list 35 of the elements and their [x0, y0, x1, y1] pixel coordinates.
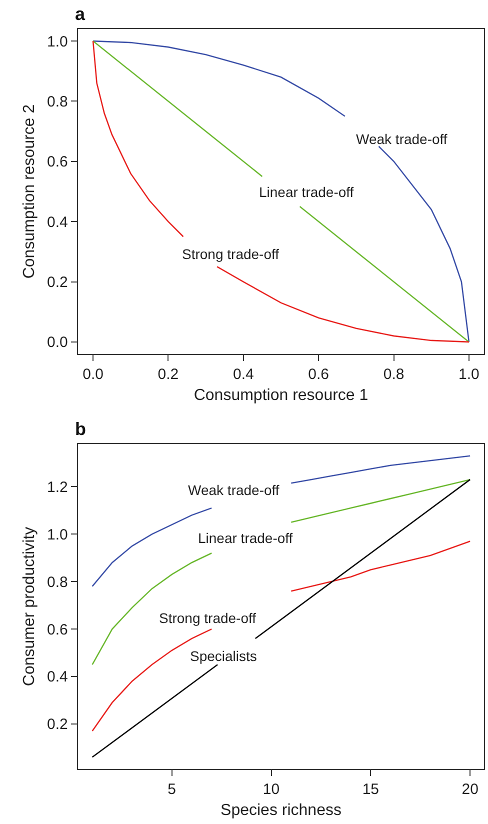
y-tick-label: 0.6: [46, 154, 68, 171]
y-tick-label: 0.2: [46, 716, 68, 734]
series-label: Linear trade-off: [259, 184, 354, 200]
series-label: Weak trade-off: [356, 131, 448, 147]
y-tick-label: 1.2: [46, 478, 68, 496]
series-label: Strong trade-off: [159, 610, 256, 626]
x-tick-label: 20: [462, 781, 478, 798]
chart-title: a: [75, 4, 86, 24]
series-label: Specialists: [190, 648, 257, 664]
x-tick-label: 10: [262, 781, 280, 798]
x-tick-label: 1.0: [458, 366, 480, 384]
x-tick-label: 15: [362, 781, 380, 798]
x-axis-title: Species richness: [220, 802, 342, 819]
y-axis-title: Consumption resource 2: [20, 104, 38, 279]
x-tick-label: 0.2: [158, 366, 179, 384]
series-label: Weak trade-off: [188, 482, 280, 498]
x-tick-label: 0.0: [82, 366, 104, 384]
x-tick-label: 0.8: [383, 366, 404, 384]
x-axis-title: Consumption resource 1: [194, 386, 368, 404]
y-tick-label: 1.0: [46, 33, 68, 50]
y-tick-label: 0.2: [46, 274, 68, 292]
y-tick-label: 0.0: [46, 334, 68, 352]
y-tick-label: 0.4: [46, 668, 68, 686]
y-tick-label: 0.8: [46, 93, 68, 110]
x-tick-label: 0.4: [232, 366, 254, 384]
series-label: Strong trade-off: [182, 246, 280, 262]
y-tick-label: 0.6: [46, 621, 68, 638]
x-tick-label: 0.6: [308, 366, 330, 384]
y-tick-label: 1.0: [46, 526, 68, 544]
y-tick-label: 0.4: [46, 214, 68, 231]
x-tick-label: 5: [168, 781, 176, 798]
chart-title: b: [75, 419, 86, 439]
y-tick-label: 0.8: [46, 574, 68, 591]
y-axis-title: Consumer productivity: [20, 526, 38, 686]
series-label: Linear trade-off: [198, 530, 293, 546]
